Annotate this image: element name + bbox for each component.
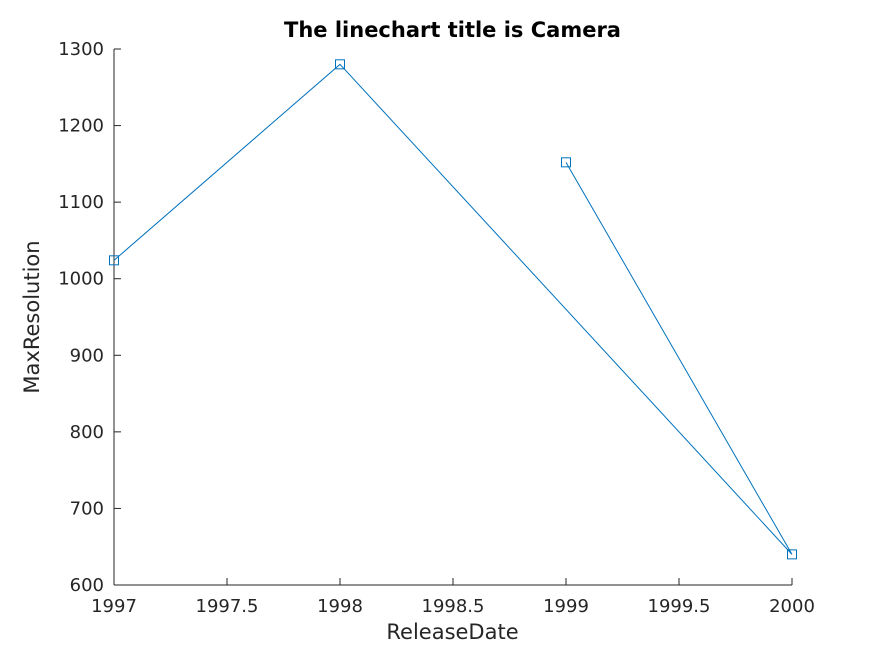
x-axis-label: ReleaseDate: [386, 620, 519, 644]
data-point-marker: [561, 157, 571, 168]
series-line: [113, 63, 793, 555]
axes: 1997 1997.5 1998 1998.5 1999 1999.5 2000 600 700…: [58, 39, 815, 617]
series-layer: [109, 59, 797, 560]
y-tick-label: 900: [70, 345, 104, 366]
y-tick-label: 1100: [58, 192, 104, 213]
data-point-marker: [787, 549, 797, 560]
x-tick-label: 1998: [317, 596, 363, 617]
data-point-marker: [109, 255, 119, 266]
x-tick-label: 1998.5: [422, 596, 485, 617]
y-tick-label: 600: [70, 575, 104, 596]
chart-title: The linechart title is Camera: [284, 18, 621, 42]
y-tick-label: 800: [70, 422, 104, 443]
x-tick-label: 1997: [91, 596, 137, 617]
y-tick-label: 700: [70, 498, 104, 519]
y-axis-label: MaxResolution: [20, 240, 44, 394]
x-tick-label: 1999.5: [648, 596, 711, 617]
x-tick-label: 1997.5: [196, 596, 259, 617]
y-tick-label: 1000: [58, 269, 104, 290]
y-tick-label: 1300: [58, 39, 104, 60]
data-point-marker: [335, 59, 345, 70]
y-tick-label: 1200: [58, 116, 104, 137]
x-tick-label: 2000: [769, 596, 815, 617]
x-tick-label: 1999: [543, 596, 589, 617]
